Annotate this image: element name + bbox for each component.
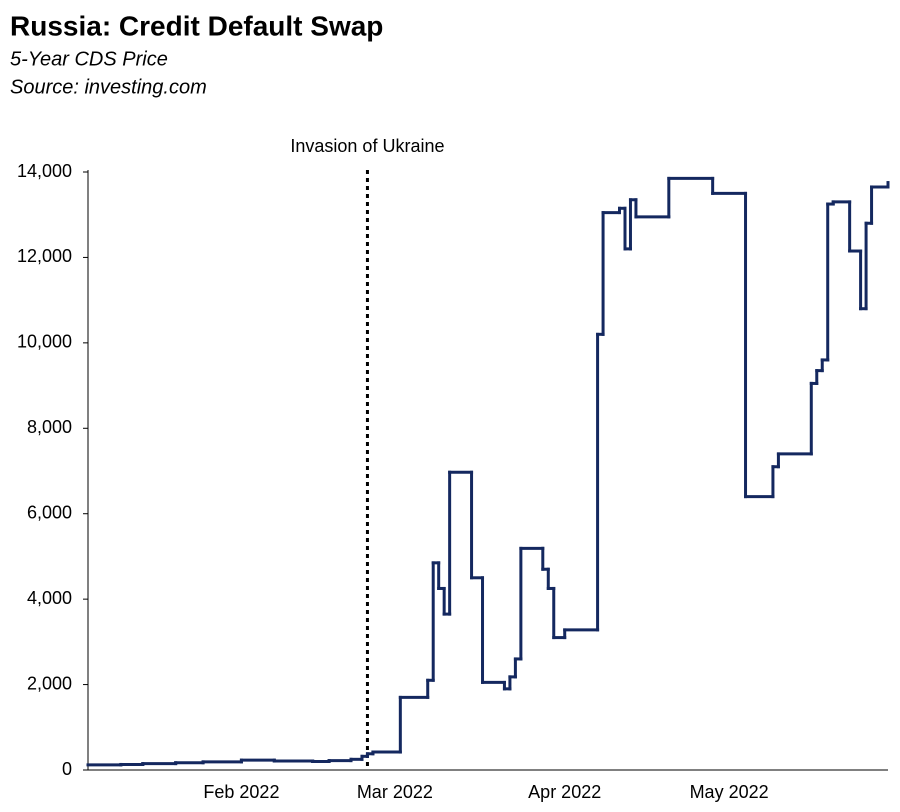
y-tick-label: 2,000 — [27, 673, 72, 693]
x-tick-label: Feb 2022 — [203, 782, 279, 802]
y-tick-label: 6,000 — [27, 502, 72, 522]
y-tick-label: 0 — [62, 759, 72, 779]
x-tick-label: Mar 2022 — [357, 782, 433, 802]
annotation-label: Invasion of Ukraine — [290, 136, 444, 156]
y-tick-label: 14,000 — [17, 161, 72, 181]
chart-subtitle: 5-Year CDS Price — [10, 48, 168, 70]
x-tick-label: Apr 2022 — [528, 782, 601, 802]
y-tick-label: 12,000 — [17, 246, 72, 266]
y-tick-label: 8,000 — [27, 417, 72, 437]
y-tick-label: 4,000 — [27, 588, 72, 608]
x-tick-label: May 2022 — [690, 782, 769, 802]
chart-source: Source: investing.com — [10, 76, 207, 98]
y-tick-label: 10,000 — [17, 332, 72, 352]
chart-title: Russia: Credit Default Swap — [10, 10, 383, 41]
